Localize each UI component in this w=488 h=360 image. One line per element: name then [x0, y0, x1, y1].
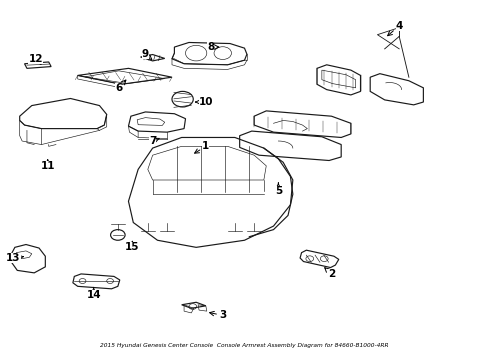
Text: 5: 5	[274, 183, 282, 195]
Text: 4: 4	[387, 21, 402, 36]
Text: 1: 1	[194, 141, 209, 153]
Text: 7: 7	[149, 136, 159, 146]
Text: 3: 3	[209, 310, 226, 320]
Text: 12: 12	[28, 54, 43, 64]
Text: 11: 11	[41, 160, 55, 171]
Text: 15: 15	[125, 241, 139, 252]
Text: 2015 Hyundai Genesis Center Console  Console Armrest Assembly Diagram for 84660-: 2015 Hyundai Genesis Center Console Cons…	[100, 343, 388, 348]
Text: 2: 2	[324, 268, 334, 279]
Text: 9: 9	[142, 49, 151, 59]
Text: 6: 6	[115, 80, 125, 93]
Text: 13: 13	[6, 253, 23, 263]
Text: 14: 14	[86, 287, 101, 300]
Text: 8: 8	[206, 42, 219, 52]
Text: 10: 10	[195, 97, 213, 107]
